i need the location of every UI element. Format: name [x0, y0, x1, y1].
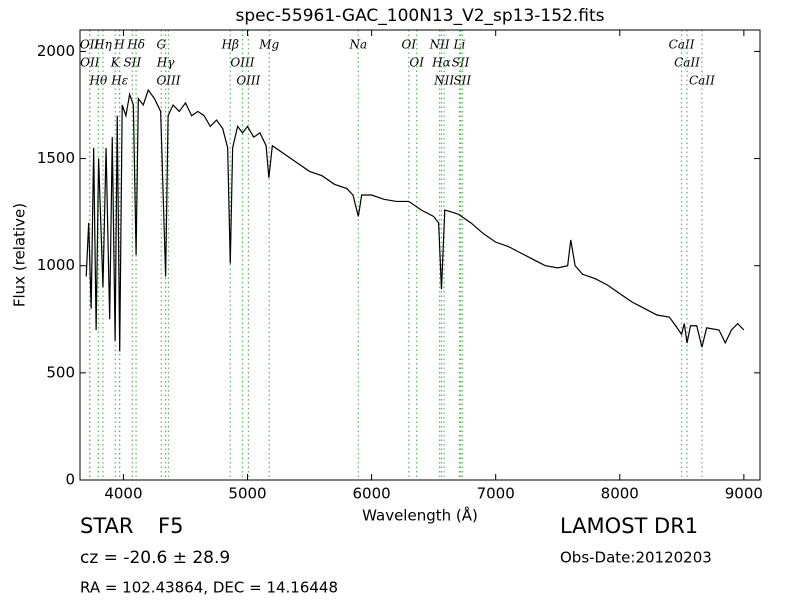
spectral-line-label: SII	[124, 56, 142, 70]
spectral-line-label: SII	[452, 56, 470, 70]
subclass: F5	[158, 514, 183, 538]
plot-frame	[79, 29, 761, 481]
object-class: STAR	[80, 514, 133, 538]
x-tick-label: 8000	[601, 485, 639, 503]
spectral-line-label: OIII	[236, 74, 260, 88]
x-axis-label: Wavelength (Å)	[362, 506, 478, 525]
y-axis-label: Flux (relative)	[11, 203, 29, 307]
y-tick-label: 2000	[37, 42, 75, 60]
spectral-line-label: OI	[409, 56, 424, 70]
spectral-line-label: OII	[80, 56, 100, 70]
y-tick-label: 500	[46, 363, 75, 381]
y-tick-label: 1000	[37, 256, 75, 274]
spectral-line-label: Hθ	[89, 74, 108, 88]
spectral-line-label: OI	[402, 38, 417, 52]
x-tick-label: 9000	[725, 485, 763, 503]
spectral-line-label: CaII	[669, 38, 695, 52]
spectral-line-label: SII	[453, 74, 471, 88]
coordinates: RA = 102.43864, DEC = 14.16448	[80, 579, 338, 597]
spectrum-line	[85, 88, 745, 352]
y-tick-label: 1500	[37, 149, 75, 167]
spectral-line-label: Hα	[431, 56, 451, 70]
x-tick-label: 6000	[353, 485, 391, 503]
spectral-line-label: OIII	[156, 74, 180, 88]
spectral-line-label: NII	[429, 38, 450, 52]
x-tick-label: 7000	[477, 485, 515, 503]
survey: LAMOST DR1	[560, 514, 698, 538]
chart-title: spec-55961-GAC_100N13_V2_sp13-152.fits	[235, 6, 604, 26]
redshift: cz = -20.6 ± 28.9	[80, 548, 230, 568]
spectral-line-label: K	[110, 56, 121, 70]
spectral-line-label: Li	[453, 38, 466, 52]
spectral-line-label: Hδ	[126, 38, 145, 52]
x-tick-label: 5000	[228, 485, 266, 503]
y-tick-label: 0	[65, 471, 75, 489]
spectral-line-label: Hγ	[156, 56, 175, 70]
spectral-line-label: OIII	[230, 56, 254, 70]
x-tick-label: 4000	[104, 485, 142, 503]
spectral-line-label: Hε	[110, 74, 128, 88]
spectral-line-label: Mg	[258, 38, 279, 52]
spectral-line-label: NII	[433, 74, 454, 88]
obs-date: Obs-Date:20120203	[560, 549, 712, 567]
spectral-line-label: Hβ	[221, 38, 239, 52]
spectral-line-label: CaII	[674, 56, 700, 70]
spectral-line-label: Hη	[93, 38, 112, 52]
spectral-line-label: Na	[349, 38, 368, 52]
spectral-line-label: CaII	[689, 74, 715, 88]
spectral-line-label: G	[156, 38, 166, 52]
